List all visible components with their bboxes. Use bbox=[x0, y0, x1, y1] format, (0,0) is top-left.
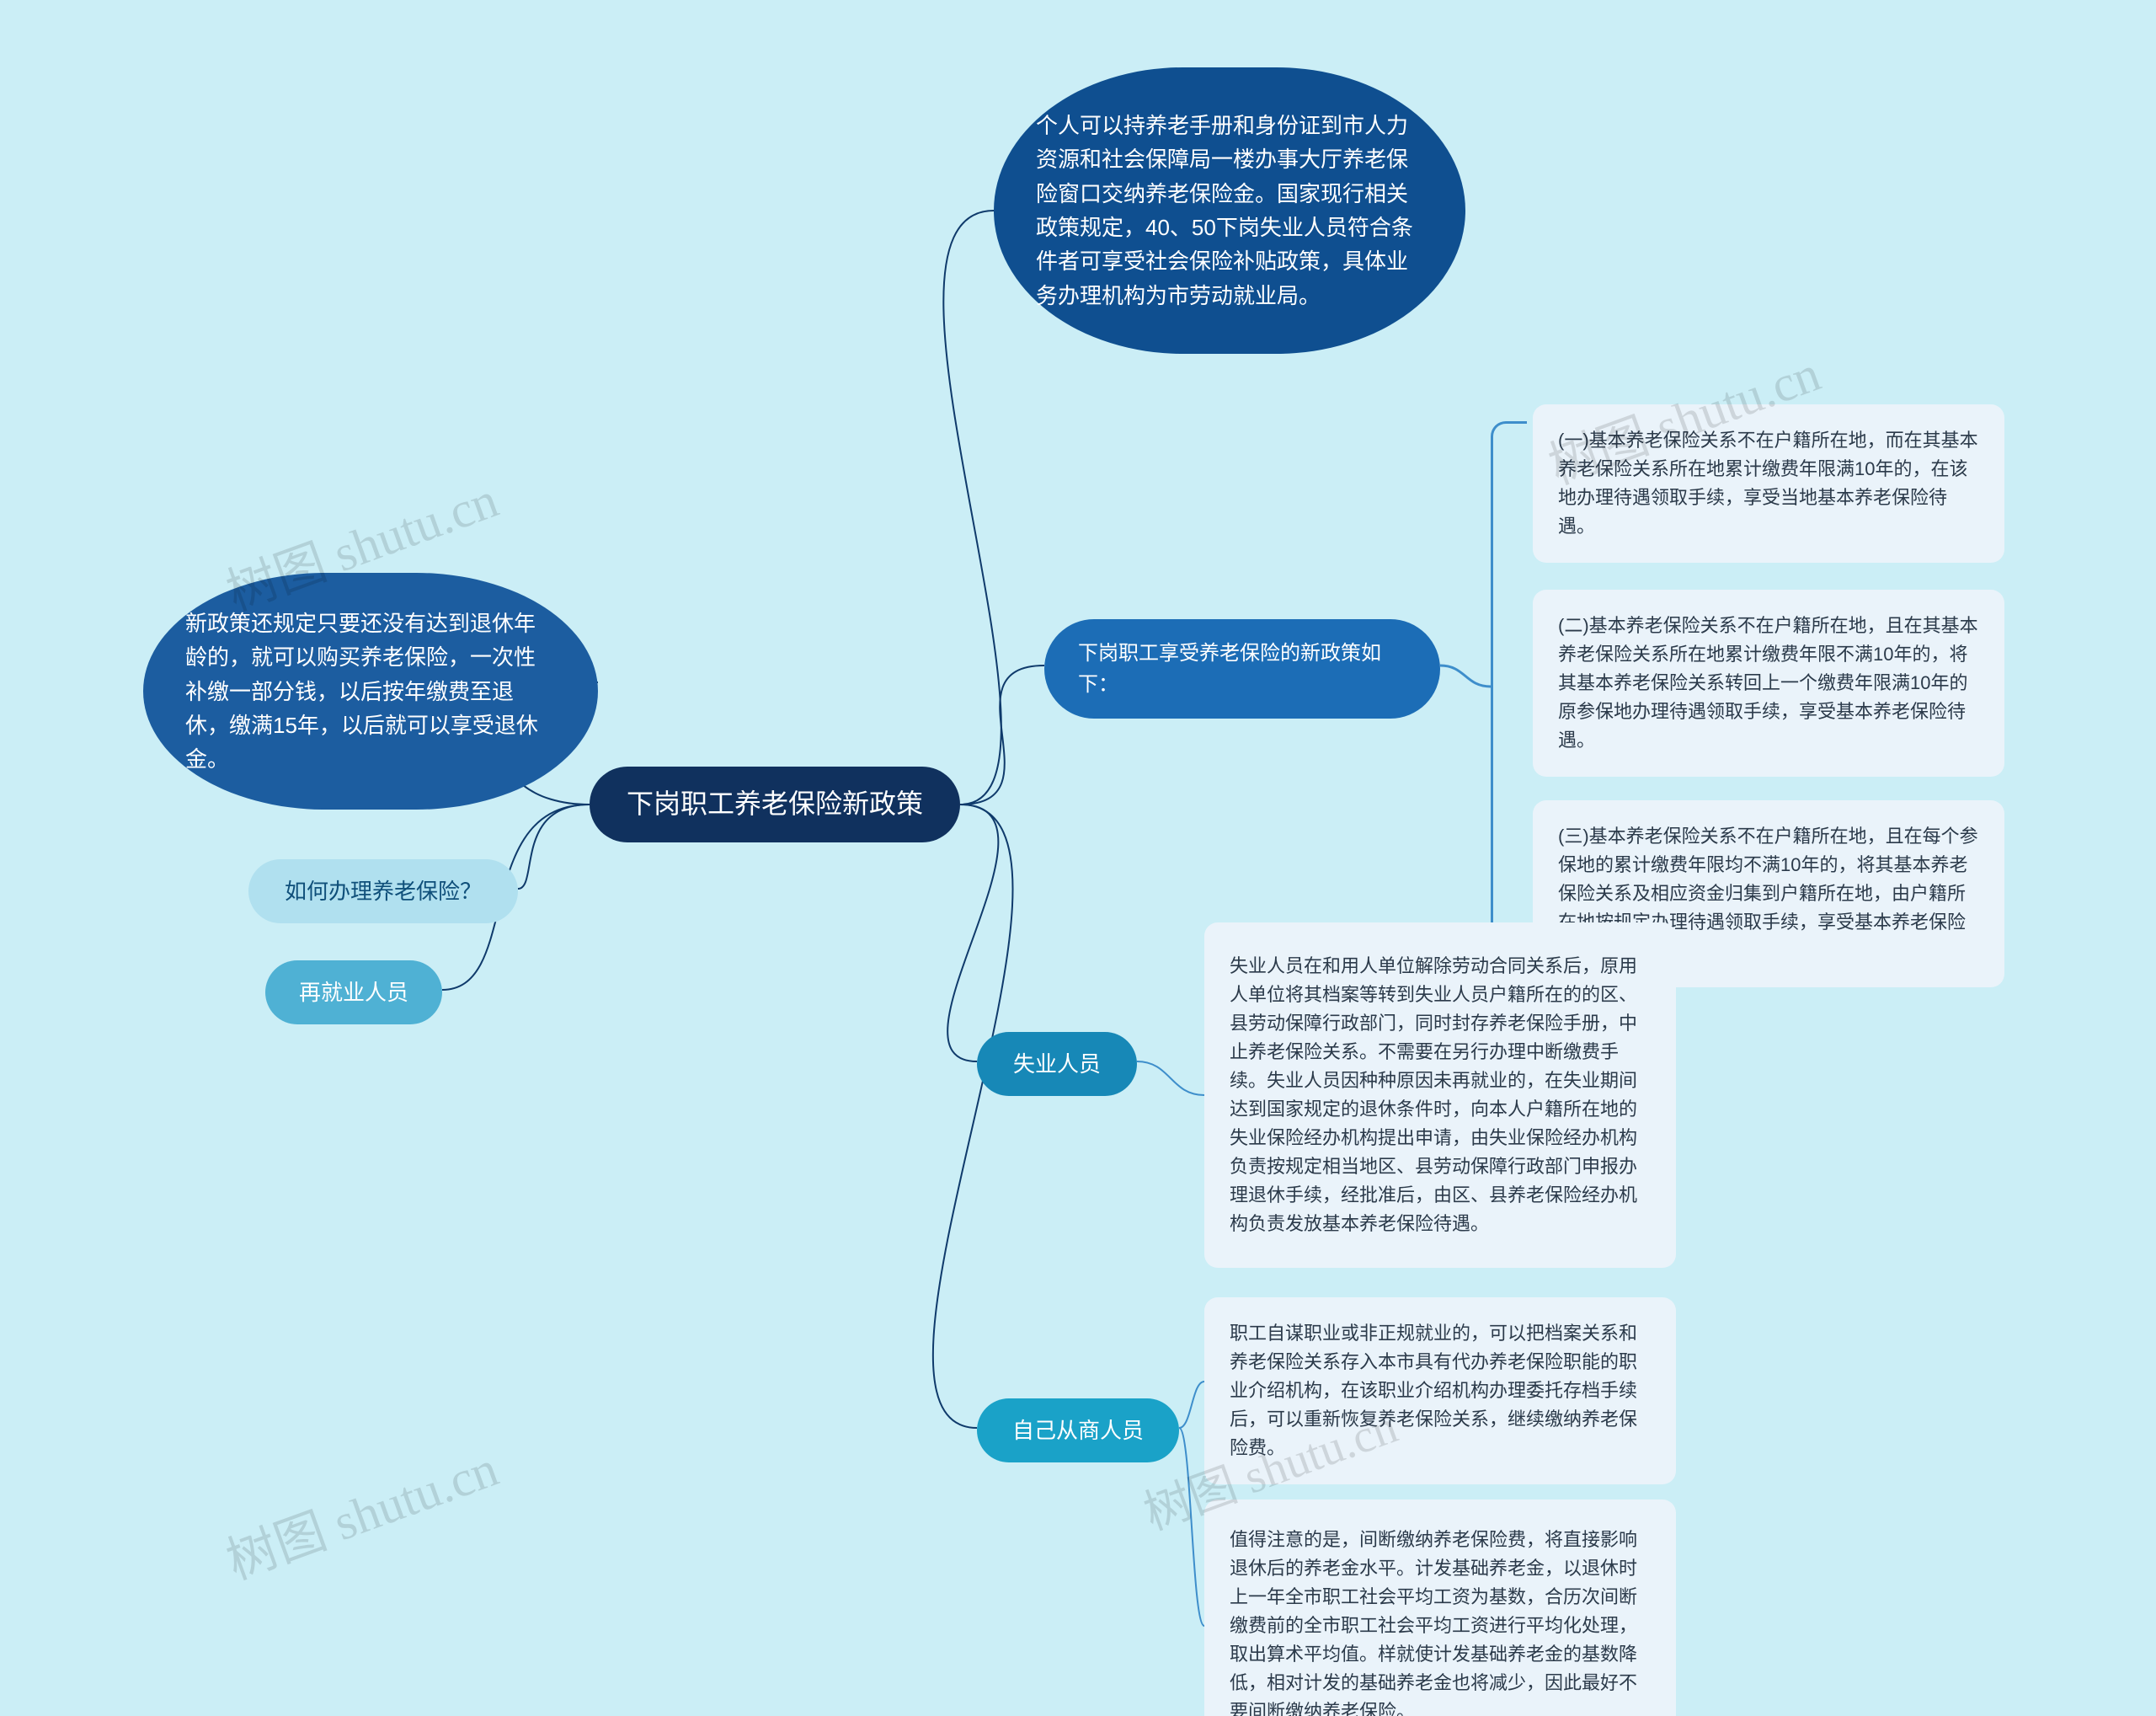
unemployed-detail: 失业人员在和用人单位解除劳动合同关系后，原用人单位将其档案等转到失业人员户籍所在… bbox=[1204, 922, 1676, 1268]
reemploy-node[interactable]: 再就业人员 bbox=[265, 960, 442, 1024]
mindmap-stage: 下岗职工养老保险新政策 新政策还规定只要还没有达到退休年龄的，就可以购买养老保险… bbox=[0, 0, 2156, 1716]
watermark: 树图 shutu.cn bbox=[215, 1428, 506, 1594]
new-policy-header-node[interactable]: 下岗职工享受养老保险的新政策如下： bbox=[1044, 619, 1440, 719]
self-business-node[interactable]: 自己从商人员 bbox=[977, 1398, 1179, 1462]
brace-connector bbox=[1491, 421, 1527, 957]
policy-detail-2: (二)基本养老保险关系不在户籍所在地，且在其基本养老保险关系所在地累计缴费年限不… bbox=[1533, 590, 2004, 777]
self-business-detail-2: 值得注意的是，间断缴纳养老保险费，将直接影响退休后的养老金水平。计发基础养老金，… bbox=[1204, 1499, 1676, 1716]
procedure-node[interactable]: 个人可以持养老手册和身份证到市人力资源和社会保障局一楼办事大厅养老保险窗口交纳养… bbox=[994, 67, 1465, 354]
policy-detail-1: (一)基本养老保险关系不在户籍所在地，而在其基本养老保险关系所在地累计缴费年限满… bbox=[1533, 404, 2004, 563]
howto-node[interactable]: 如何办理养老保险？ bbox=[248, 859, 518, 923]
unemployed-node[interactable]: 失业人员 bbox=[977, 1032, 1137, 1096]
root-node[interactable]: 下岗职工养老保险新政策 bbox=[590, 767, 960, 842]
policy-note-node[interactable]: 新政策还规定只要还没有达到退休年龄的，就可以购买养老保险，一次性补缴一部分钱，以… bbox=[143, 573, 598, 810]
self-business-detail-1: 职工自谋职业或非正规就业的，可以把档案关系和养老保险关系存入本市具有代办养老保险… bbox=[1204, 1297, 1676, 1484]
